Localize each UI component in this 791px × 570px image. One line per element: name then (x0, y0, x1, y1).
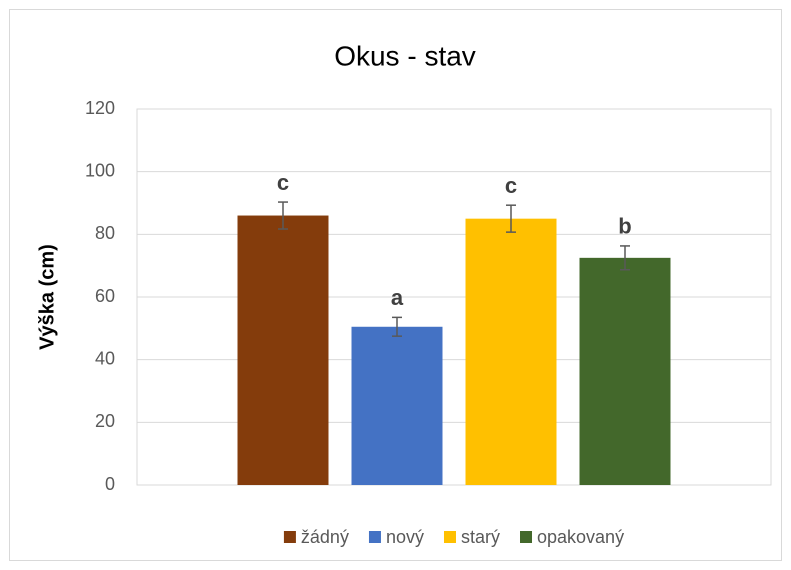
y-tick-label: 0 (105, 474, 115, 494)
legend-swatch (368, 531, 381, 543)
legend-swatch (283, 531, 296, 543)
y-tick-label: 100 (85, 160, 115, 180)
annotation: c (505, 173, 517, 198)
bar (465, 218, 557, 485)
chart-title: Okus - stav (334, 40, 476, 71)
annotation: b (618, 214, 631, 239)
y-tick-label: 60 (95, 286, 115, 306)
y-axis-label: Výška (cm) (36, 244, 58, 350)
legend-label: opakovaný (537, 527, 624, 547)
bar (237, 215, 329, 486)
legend-label: starý (461, 527, 500, 547)
error-bar (278, 201, 288, 230)
annotation: c (277, 170, 289, 195)
legend-label: nový (386, 527, 424, 547)
y-tick-label: 20 (95, 411, 115, 431)
y-tick-label: 120 (85, 98, 115, 118)
bar (579, 257, 671, 485)
annotation: a (391, 285, 404, 310)
y-tick-label: 40 (95, 348, 115, 368)
error-bar (392, 316, 402, 337)
y-tick-label: 80 (95, 223, 115, 243)
error-bar (506, 204, 516, 233)
bar (351, 326, 443, 485)
legend-label: žádný (301, 527, 349, 547)
legend-swatch (520, 531, 533, 543)
legend-swatch (443, 531, 456, 543)
error-bar (620, 245, 630, 271)
